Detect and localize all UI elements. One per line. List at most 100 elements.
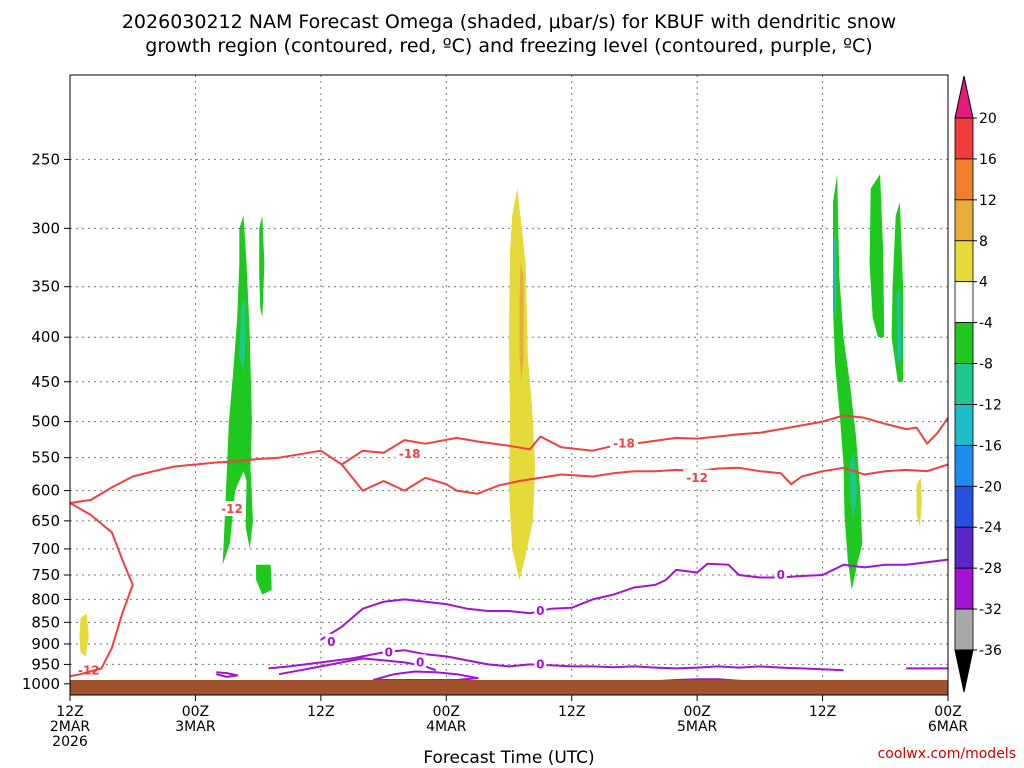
contour-label: -12 <box>221 502 243 516</box>
x-tick-label: 12Z <box>809 704 836 720</box>
omega-orange-col-1 <box>519 264 524 382</box>
x-tick-label: 2MAR <box>50 719 91 735</box>
y-tick-label: 600 <box>31 482 60 500</box>
contour-label: 0 <box>536 657 544 671</box>
colorbar-label: 16 <box>979 152 997 168</box>
x-tick-label: 00Z <box>683 704 710 720</box>
x-tick-label: 2026 <box>52 734 88 750</box>
colorbar-label: -16 <box>979 438 1002 454</box>
y-tick-label: 550 <box>31 449 60 467</box>
colorbar-label: 12 <box>979 193 997 209</box>
chart-title-line-2: growth region (contoured, red, ºC) and f… <box>145 35 872 57</box>
colorbar-label: 4 <box>979 275 988 291</box>
omega-yellow-col-2 <box>916 477 922 527</box>
y-tick-label: 700 <box>31 540 60 558</box>
dgz-contour-minus18 <box>341 414 949 466</box>
y-tick-label: 400 <box>31 328 60 346</box>
x-tick-label: 00Z <box>433 704 460 720</box>
colorbar-label: -32 <box>979 602 1002 618</box>
colorbar-label: -8 <box>979 357 993 373</box>
contour-label: -18 <box>613 437 635 451</box>
contour-label: -12 <box>686 471 708 485</box>
source-credit[interactable]: coolwx.com/models <box>878 746 1016 762</box>
colorbar-over-triangle <box>954 75 974 119</box>
x-tick-label: 12Z <box>307 704 334 720</box>
colorbar-bin <box>954 444 974 487</box>
colorbar-label: -24 <box>979 520 1002 536</box>
y-tick-label: 950 <box>31 655 60 673</box>
y-tick-label: 300 <box>31 219 60 237</box>
omega-green-col-3 <box>245 471 253 549</box>
colorbar-label: -12 <box>979 397 1002 413</box>
colorbar-under-triangle <box>954 649 974 693</box>
colorbar-label: -4 <box>979 316 993 332</box>
y-tick-label: 450 <box>31 373 60 391</box>
x-tick-label: 00Z <box>934 704 961 720</box>
omega-teal-col-2 <box>834 228 837 318</box>
contour-label: -18 <box>399 447 421 461</box>
contour-label-background <box>218 501 247 517</box>
omega-green-col-4 <box>256 564 272 595</box>
colorbar-label: -20 <box>979 479 1002 495</box>
y-tick-label: 900 <box>31 635 60 653</box>
y-tick-label: 750 <box>31 566 60 584</box>
colorbar-label: 20 <box>979 111 997 127</box>
colorbar-bin <box>954 363 974 405</box>
colorbar-bin <box>954 485 974 528</box>
contour-label-background <box>774 566 787 582</box>
x-axis-label: Forecast Time (UTC) <box>423 748 594 768</box>
colorbar-bin <box>954 117 974 160</box>
colorbar-bin <box>954 322 974 364</box>
freezing-contour-d <box>216 671 239 678</box>
contour-label: 0 <box>777 568 785 582</box>
y-tick-label: 1000 <box>22 675 60 693</box>
x-tick-label: 4MAR <box>426 719 467 735</box>
colorbar-bin <box>954 404 974 446</box>
colorbar-label: -28 <box>979 561 1002 577</box>
omega-green-col-2 <box>259 215 265 318</box>
contour-label-background <box>395 446 424 462</box>
freezing-contour-a <box>320 558 949 641</box>
contour-label: 0 <box>416 655 424 669</box>
colorbar-bin <box>954 281 974 324</box>
y-tick-label: 650 <box>31 512 60 530</box>
contour-label-background <box>325 633 338 649</box>
chart-title-line-1: 2026030212 NAM Forecast Omega (shaded, μ… <box>122 11 896 33</box>
colorbar-bin <box>954 199 974 242</box>
y-tick-label: 500 <box>31 413 60 431</box>
x-tick-label: 5MAR <box>677 719 718 735</box>
y-tick-label: 800 <box>31 590 60 608</box>
colorbar-bin <box>954 240 974 283</box>
colorbar-bin <box>954 526 974 569</box>
contour-label-background <box>534 656 547 672</box>
colorbar: 20 16 12 8 4 -4 -8 -12 -16 -20 -24 -28 -32 -36 <box>954 75 1002 693</box>
contour-label-background <box>609 435 638 451</box>
x-tick-label: 12Z <box>56 704 83 720</box>
y-tick-label: 350 <box>31 278 60 296</box>
contour-label-background <box>414 654 427 670</box>
omega-yellow-col-3 <box>79 613 89 657</box>
contour-label-background <box>382 644 395 660</box>
colorbar-bin <box>954 567 974 610</box>
colorbar-label: -36 <box>979 643 1002 659</box>
omega-teal-col-4 <box>896 286 901 365</box>
contour-label-background <box>683 469 712 485</box>
colorbar-label: 8 <box>979 234 988 250</box>
y-axis: 250 300 350 400 450 500 550 600 650 700 750 800 850 9… <box>22 150 70 693</box>
omega-teal-col-3 <box>849 450 858 521</box>
y-tick-label: 850 <box>31 613 60 631</box>
contour-label: 0 <box>385 645 393 659</box>
dgz-contour-minus12 <box>69 449 949 504</box>
x-tick-label: 00Z <box>182 704 209 720</box>
omega-teal-col-1 <box>239 297 246 374</box>
x-tick-label: 12Z <box>558 704 585 720</box>
x-tick-label: 6MAR <box>928 719 969 735</box>
x-tick-label: 3MAR <box>175 719 216 735</box>
omega-green-col-6 <box>869 174 885 338</box>
colorbar-bin <box>954 158 974 201</box>
contour-label: 0 <box>327 635 335 649</box>
